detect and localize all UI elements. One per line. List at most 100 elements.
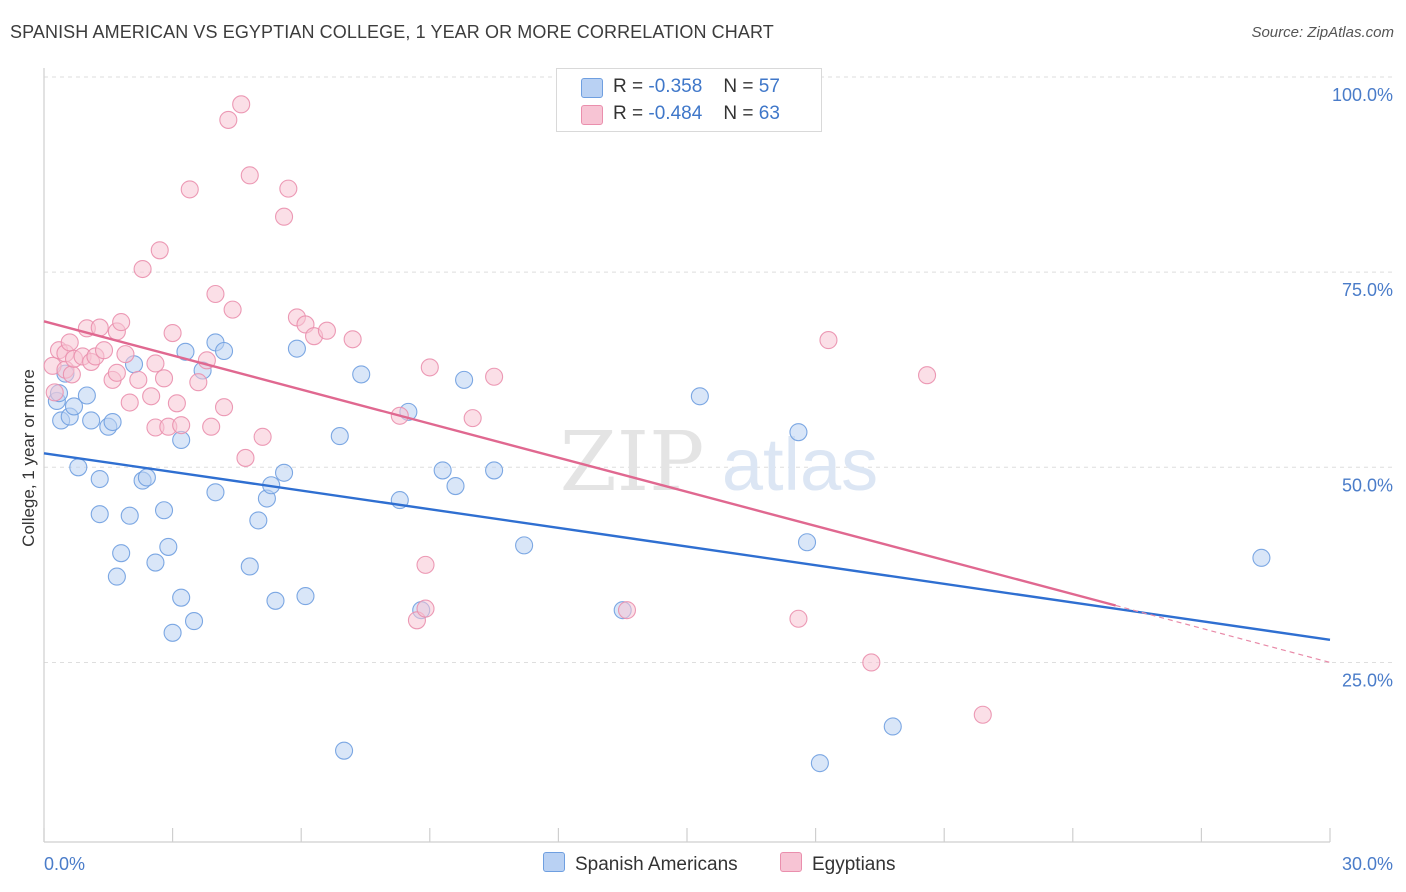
data-point — [236, 448, 255, 467]
data-point — [137, 468, 156, 487]
data-point — [154, 501, 174, 520]
data-point — [150, 241, 169, 260]
data-point — [275, 207, 294, 226]
data-point — [120, 393, 139, 412]
data-point — [90, 505, 109, 524]
legend-label: Spanish Americans — [575, 854, 738, 875]
data-point — [883, 717, 902, 736]
data-point — [343, 330, 362, 349]
data-point — [103, 412, 122, 432]
data-point — [159, 537, 178, 556]
data-point — [275, 463, 294, 482]
data-point — [133, 259, 152, 279]
watermark: ZIP atlas — [560, 415, 878, 510]
data-point — [120, 506, 139, 525]
n-value: 63 — [758, 103, 780, 124]
data-point — [60, 333, 79, 352]
r-value: -0.484 — [648, 103, 703, 124]
data-point — [240, 557, 259, 576]
data-point — [918, 366, 937, 385]
data-point — [107, 363, 126, 382]
legend-swatch-spanish-americans — [543, 852, 565, 872]
data-point — [335, 741, 354, 760]
data-point — [862, 653, 881, 672]
chart-title: SPANISH AMERICAN VS EGYPTIAN COLLEGE, 1 … — [10, 22, 774, 42]
data-point — [416, 555, 435, 574]
axes — [43, 68, 1331, 843]
trend-line-egyptians — [43, 320, 1116, 607]
legend-swatch-egyptians — [780, 852, 802, 872]
data-point — [819, 331, 838, 350]
data-point — [154, 369, 174, 388]
trend-line-extension-egyptians — [1115, 604, 1331, 664]
data-point — [77, 386, 96, 405]
data-point — [184, 612, 204, 631]
data-point — [189, 373, 208, 392]
data-point — [485, 461, 504, 480]
data-point — [810, 754, 829, 773]
data-point — [112, 544, 131, 563]
y-tick-label: 100.0% — [1332, 85, 1393, 105]
legend-item-spanish-americans[interactable]: Spanish Americans — [543, 852, 738, 876]
data-point — [433, 461, 452, 480]
series-points-egyptians — [43, 95, 992, 724]
data-point — [352, 365, 371, 384]
stats-legend: R = -0.358 N = 57 R = -0.484 N = 63 — [556, 68, 822, 132]
data-point — [485, 367, 504, 386]
trend-line-spanish-americans — [43, 452, 1331, 642]
r-value: -0.358 — [648, 76, 703, 97]
legend-swatch-spanish-americans — [581, 78, 603, 98]
legend-swatch-egyptians — [581, 105, 603, 125]
x-tick-label: 30.0% — [1342, 854, 1393, 874]
data-point — [232, 95, 251, 114]
data-point — [180, 180, 199, 199]
legend-label: Egyptians — [812, 854, 896, 875]
data-point — [142, 387, 161, 406]
data-point — [90, 469, 109, 489]
data-point — [789, 609, 808, 628]
data-point — [617, 601, 637, 620]
tick-labels: 100.0% 75.0% 50.0% 25.0% 0.0% 30.0% — [44, 85, 1393, 874]
data-point — [296, 587, 315, 606]
data-point — [129, 370, 148, 389]
data-point — [455, 370, 474, 389]
y-tick-label: 75.0% — [1342, 280, 1393, 300]
data-point — [416, 599, 435, 618]
data-point — [973, 705, 992, 724]
data-point — [167, 394, 186, 413]
data-point — [112, 313, 131, 332]
trend-lines — [43, 320, 1331, 664]
data-point — [253, 427, 272, 446]
n-label: N = — [723, 76, 754, 97]
data-point — [317, 321, 336, 340]
data-point — [116, 345, 135, 364]
data-point — [206, 483, 225, 502]
data-point — [515, 536, 534, 555]
stats-text: R = -0.484 N = 63 — [613, 103, 780, 125]
data-point — [64, 397, 84, 416]
data-point — [172, 588, 191, 607]
data-point — [266, 591, 285, 610]
data-point — [82, 411, 101, 430]
data-point — [214, 398, 234, 417]
data-point — [420, 358, 439, 377]
data-point — [219, 110, 238, 129]
data-point — [69, 458, 88, 477]
data-point — [107, 567, 126, 586]
n-label: N = — [723, 103, 754, 124]
data-point — [163, 323, 182, 343]
data-point — [690, 387, 709, 406]
data-point — [163, 623, 182, 642]
data-point — [172, 416, 191, 435]
data-point — [176, 342, 195, 361]
data-points — [43, 95, 1271, 773]
data-point — [249, 511, 268, 530]
data-point — [62, 365, 81, 384]
y-axis-label: College, 1 year or more — [19, 369, 38, 547]
legend-item-egyptians[interactable]: Egyptians — [780, 852, 895, 876]
data-point — [789, 423, 808, 442]
x-tick-label: 0.0% — [44, 854, 85, 874]
data-point — [279, 179, 298, 198]
r-label: R = — [613, 76, 644, 97]
data-point — [330, 427, 349, 446]
